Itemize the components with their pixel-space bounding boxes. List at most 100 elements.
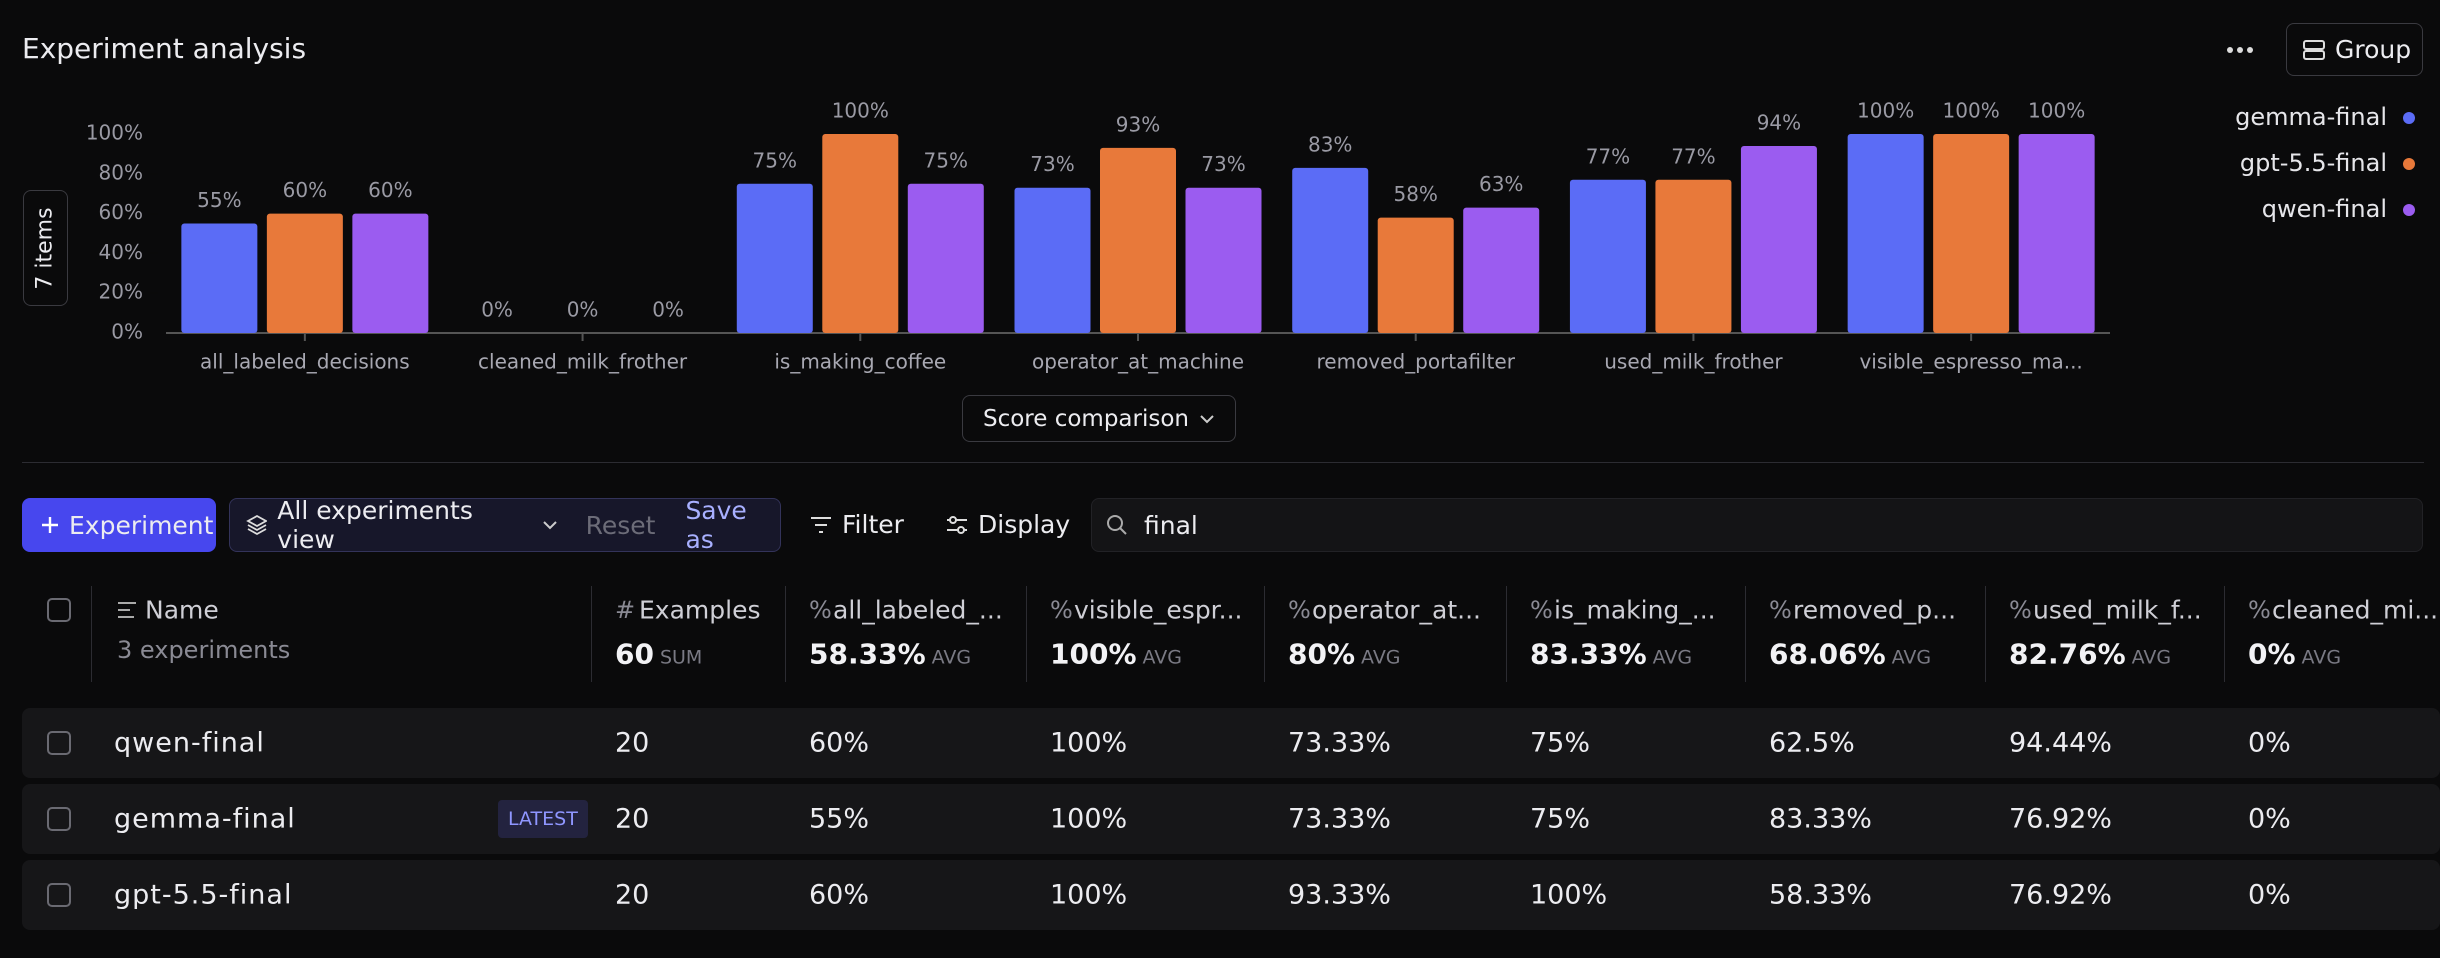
legend-swatch: [2403, 112, 2415, 124]
bar: [1463, 207, 1540, 333]
summary-unit: AVG: [1361, 646, 1401, 669]
value-label: 73%: [1030, 152, 1074, 176]
new-experiment-button[interactable]: Experiment: [22, 498, 216, 552]
more-menu[interactable]: [2222, 40, 2258, 60]
value-label: 73%: [1201, 152, 1245, 176]
summary-value: 60: [615, 637, 654, 671]
value-label: 75%: [753, 148, 797, 172]
bar: [181, 223, 258, 333]
column-header[interactable]: is_making_...: [1554, 595, 1716, 625]
value-label: 0%: [481, 298, 513, 322]
bar: [2018, 134, 2095, 333]
bar: [352, 213, 429, 333]
filter-button[interactable]: Filter: [810, 510, 904, 539]
column-separator: [91, 586, 92, 682]
value-label: 58%: [1393, 182, 1437, 206]
y-tick-label: 80%: [99, 160, 143, 184]
search-text: final: [1144, 510, 1198, 540]
bar: [1014, 187, 1091, 333]
table-cell: 75%: [1530, 803, 1591, 835]
value-label: 60%: [283, 178, 327, 202]
legend-swatch: [2403, 158, 2415, 170]
table-cell: 100%: [1530, 879, 1608, 911]
bar: [1655, 179, 1732, 333]
table-cell: 76.92%: [2009, 879, 2112, 911]
bar: [1377, 217, 1454, 333]
table-cell: 20: [615, 879, 650, 911]
column-icon: %: [1769, 596, 1792, 624]
table-cell: 93.33%: [1288, 879, 1391, 911]
bar: [907, 183, 984, 333]
x-tick-label: operator_at_machine: [1032, 350, 1244, 374]
column-header[interactable]: removed_p...: [1793, 595, 1957, 625]
save-as-button[interactable]: Save as: [685, 496, 747, 554]
column-summary: 100% AVG: [1050, 638, 1182, 671]
y-tick-label: 40%: [99, 240, 143, 264]
column-header[interactable]: cleaned_mi...: [2272, 595, 2439, 625]
view-select[interactable]: All experiments view: [277, 496, 473, 554]
row-checkbox[interactable]: [47, 731, 71, 755]
items-button[interactable]: 7 items: [23, 190, 68, 306]
bar: [1292, 167, 1369, 333]
column-icon: %: [2009, 596, 2032, 624]
value-label: 100%: [1943, 99, 2000, 123]
table-row[interactable]: [22, 708, 2440, 778]
column-header[interactable]: visible_espr...: [1074, 595, 1243, 625]
y-tick-label: 100%: [86, 121, 143, 145]
table-cell: 0%: [2248, 803, 2291, 835]
column-separator: [785, 586, 786, 682]
x-tick-label: cleaned_milk_frother: [478, 350, 688, 374]
score-dropdown-label: Score comparison: [982, 405, 1190, 432]
table-cell: 20: [615, 727, 650, 759]
group-label: Group: [2335, 35, 2412, 64]
column-summary: 80% AVG: [1288, 638, 1401, 671]
summary-unit: AVG: [2131, 646, 2172, 669]
table-cell: 0%: [2248, 879, 2291, 911]
latest-badge: LATEST: [498, 800, 588, 838]
table-row[interactable]: [22, 784, 2440, 854]
row-checkbox[interactable]: [47, 807, 71, 831]
x-tick-label: removed_portafilter: [1317, 350, 1516, 374]
column-summary: 83.33% AVG: [1530, 638, 1692, 671]
column-separator: [1506, 586, 1507, 682]
row-checkbox[interactable]: [47, 883, 71, 907]
bar: [1100, 147, 1176, 333]
column-icon: %: [2248, 596, 2271, 624]
summary-value: 100%: [1050, 637, 1137, 671]
table-cell: 83.33%: [1769, 803, 1872, 835]
reset-button[interactable]: Reset: [585, 510, 656, 540]
chart: 0% 20% 40% 60% 80% 100% all_labeled_decisions 5…: [86, 99, 2415, 374]
value-label: 100%: [832, 99, 889, 123]
column-header[interactable]: used_milk_f...: [2033, 595, 2202, 625]
group-button[interactable]: Group: [2286, 23, 2423, 76]
legend-swatch: [2403, 204, 2415, 216]
x-tick-label: is_making_coffee: [774, 350, 946, 374]
column-header[interactable]: operator_at...: [1312, 595, 1481, 625]
table-cell: 20: [615, 803, 650, 835]
score-dropdown[interactable]: Score comparison: [962, 395, 1236, 442]
summary-value: 68.06%: [1769, 637, 1886, 671]
value-label: 55%: [197, 188, 241, 212]
bar: [1569, 179, 1646, 333]
legend-label: gemma-final: [2235, 103, 2387, 131]
value-label: 63%: [1479, 172, 1523, 196]
name-header[interactable]: Name: [145, 595, 219, 625]
display-label: Display: [978, 510, 1071, 539]
bar: [822, 134, 899, 333]
column-header[interactable]: Examples: [639, 595, 761, 625]
search-box[interactable]: final: [1091, 498, 2423, 552]
table-cell: 60%: [809, 879, 870, 911]
y-tick-label: 60%: [99, 200, 143, 224]
value-label: 0%: [567, 298, 599, 322]
display-button[interactable]: Display: [946, 510, 1070, 539]
experiment-name: gpt-5.5-final: [114, 879, 293, 911]
value-label: 94%: [1757, 110, 1801, 134]
column-separator: [591, 586, 592, 682]
table-row[interactable]: [22, 860, 2440, 930]
x-tick-label: visible_espresso_ma...: [1859, 350, 2082, 374]
select-all-checkbox[interactable]: [47, 598, 71, 622]
table-cell: 62.5%: [1769, 727, 1855, 759]
column-header[interactable]: all_labeled_...: [833, 595, 1003, 625]
column-icon: %: [1050, 596, 1073, 624]
summary-value: 0%: [2248, 637, 2296, 671]
